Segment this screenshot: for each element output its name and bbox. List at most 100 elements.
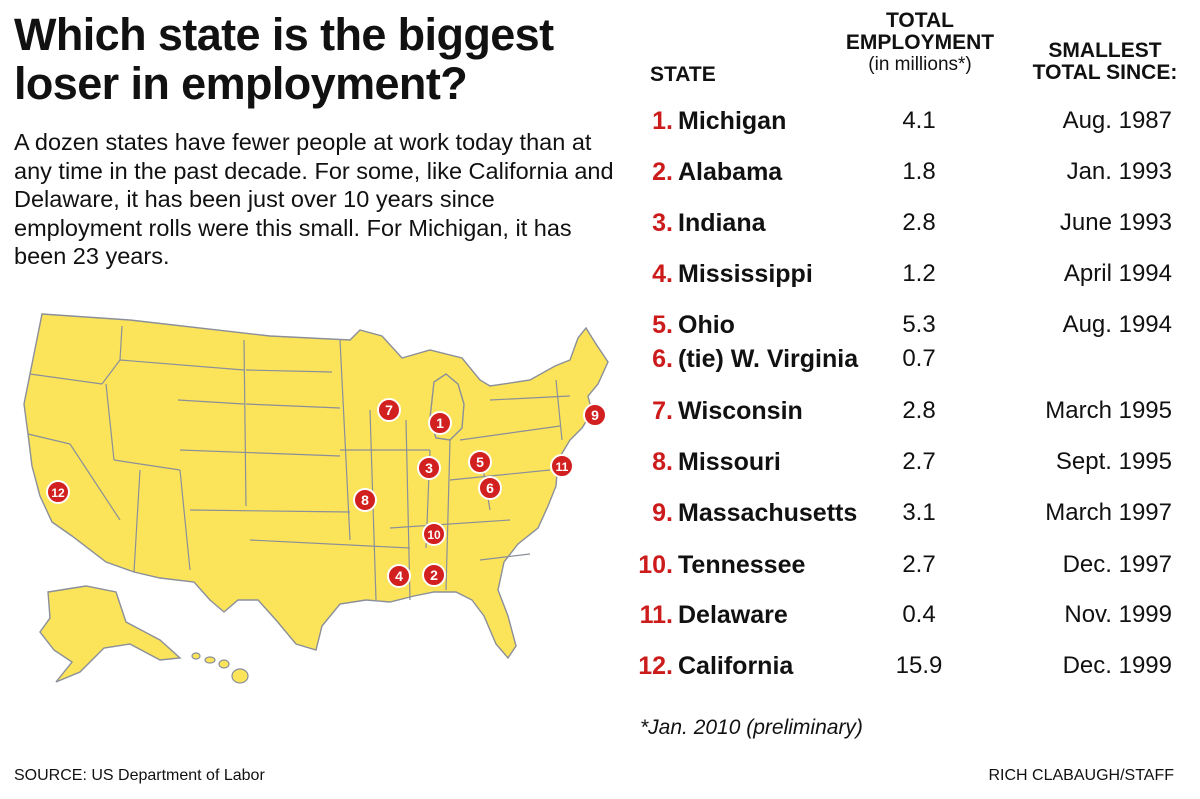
state-name: Wisconsin: [678, 397, 803, 425]
rank-label: 11.: [639, 601, 673, 629]
employment-value: 0.7: [902, 345, 936, 372]
map-marker-circle: [550, 454, 574, 478]
employment-value: 2.8: [902, 397, 936, 424]
table-row: 3. Indiana 2.8 June 1993: [0, 206, 1200, 240]
smallest-since-value: April 1994: [1063, 260, 1172, 287]
map-marker: 11: [550, 454, 574, 478]
smallest-since-value: Nov. 1999: [1064, 601, 1172, 628]
header-employment: TOTAL EMPLOYMENT (in millions*): [830, 10, 1010, 76]
header-employment-line1: TOTAL: [885, 9, 955, 32]
smallest-since-value: Dec. 1999: [1062, 652, 1172, 679]
map-marker-label: 7: [385, 402, 393, 418]
smallest-since-value: Sept. 1995: [1055, 448, 1172, 475]
table-row: 5. Ohio 5.3 Aug. 1994: [0, 308, 1200, 342]
header-since: SMALLEST TOTAL SINCE:: [1020, 40, 1190, 84]
map-marker: 12: [46, 480, 70, 504]
map-marker: 10: [422, 522, 446, 546]
rank-label: 2.: [652, 158, 673, 186]
map-marker-circle: [353, 488, 377, 512]
state-name: (tie) W. Virginia: [678, 345, 859, 373]
smallest-since-value: March 1995: [1045, 397, 1172, 424]
employment-value: 1.2: [902, 260, 936, 287]
map-marker: 3: [417, 456, 441, 480]
source-note: SOURCE: US Department of Labor: [14, 767, 265, 784]
smallest-since-value: Jan. 1993: [1066, 158, 1172, 185]
smallest-since-value: March 1997: [1045, 499, 1172, 526]
hawaii-shape: [191, 652, 249, 684]
header-since-line1: SMALLEST: [1048, 39, 1162, 62]
table-row: 2. Alabama 1.8 Jan. 1993: [0, 155, 1200, 189]
map-marker: 2: [422, 563, 446, 587]
map-marker-label: 3: [425, 460, 433, 476]
rank-label: 7.: [652, 397, 673, 425]
map-marker-label: 12: [51, 486, 65, 500]
map-marker-circle: [46, 480, 70, 504]
rank-label: 1.: [652, 107, 673, 135]
table-row: 6. (tie) W. Virginia 0.7: [0, 342, 1200, 376]
alaska-shape: [39, 585, 182, 683]
map-marker: 5: [468, 450, 492, 474]
header-since-line2: TOTAL SINCE:: [1032, 61, 1178, 84]
map-marker-label: 1: [436, 415, 444, 431]
table-row: 8. Missouri 2.7 Sept. 1995: [0, 445, 1200, 479]
map-marker-label: 2: [430, 567, 438, 583]
table-row: 4. Mississippi 1.2 April 1994: [0, 257, 1200, 291]
smallest-since-value: Dec. 1997: [1062, 551, 1172, 578]
rank-label: 4.: [652, 260, 673, 288]
rank-label: 10.: [638, 551, 673, 579]
rank-label: 9.: [652, 499, 673, 527]
state-name: Ohio: [678, 311, 735, 339]
map-marker-label: 4: [395, 568, 403, 584]
map-marker: 7: [377, 398, 401, 422]
map-marker-circle: [583, 403, 607, 427]
rank-label: 3.: [652, 209, 673, 237]
map-marker-label: 5: [476, 454, 484, 470]
map-marker-label: 11: [556, 460, 569, 474]
map-marker-label: 9: [591, 407, 599, 423]
state-name: Massachusetts: [678, 499, 858, 527]
state-name: Delaware: [678, 601, 788, 629]
employment-value: 2.8: [902, 209, 936, 236]
map-marker-circle: [478, 476, 502, 500]
footnote: *Jan. 2010 (preliminary): [640, 716, 863, 739]
state-name: Missouri: [678, 448, 781, 476]
map-marker-label: 8: [361, 492, 369, 508]
smallest-since-value: Aug. 1987: [1062, 107, 1172, 134]
state-name: California: [678, 652, 794, 680]
map-marker-circle: [428, 411, 452, 435]
smallest-since-value: June 1993: [1059, 209, 1172, 236]
map-marker: 8: [353, 488, 377, 512]
map-marker: 6: [478, 476, 502, 500]
employment-value: 0.4: [902, 601, 936, 628]
table-row: 11. Delaware 0.4 Nov. 1999: [0, 598, 1200, 632]
smallest-since-value: Aug. 1994: [1062, 311, 1172, 338]
employment-value: 1.8: [902, 158, 936, 185]
rank-label: 5.: [652, 311, 673, 339]
map-marker-circle: [422, 563, 446, 587]
map-marker: 4: [387, 564, 411, 588]
map-marker-circle: [422, 522, 446, 546]
header-employment-line2: EMPLOYMENT: [845, 31, 995, 54]
employment-value: 5.3: [902, 311, 936, 338]
state-name: Mississippi: [678, 260, 813, 288]
intro-text: A dozen states have fewer people at work…: [14, 129, 614, 270]
map-marker-label: 10: [427, 528, 441, 542]
header-employment-sub: (in millions*): [868, 54, 972, 75]
chart-title: Which state is the biggest loser in empl…: [14, 9, 554, 109]
state-name: Tennessee: [678, 551, 806, 579]
credit-note: RICH CLABAUGH/STAFF: [988, 767, 1175, 784]
map-marker-circle: [387, 564, 411, 588]
table-row: 12. California 15.9 Dec. 1999: [0, 649, 1200, 683]
employment-value: 15.9: [895, 652, 943, 679]
map-marker-circle: [417, 456, 441, 480]
employment-value: 2.7: [902, 551, 936, 578]
state-name: Indiana: [678, 209, 766, 237]
rank-label: 8.: [652, 448, 673, 476]
map-marker-circle: [377, 398, 401, 422]
table-row: 9. Massachusetts 3.1 March 1997: [0, 496, 1200, 530]
table-row: 7. Wisconsin 2.8 March 1995: [0, 394, 1200, 428]
employment-value: 4.1: [902, 107, 936, 134]
map-marker-label: 6: [486, 480, 494, 496]
table-row: 1. Michigan 4.1 Aug. 1987: [0, 104, 1200, 138]
